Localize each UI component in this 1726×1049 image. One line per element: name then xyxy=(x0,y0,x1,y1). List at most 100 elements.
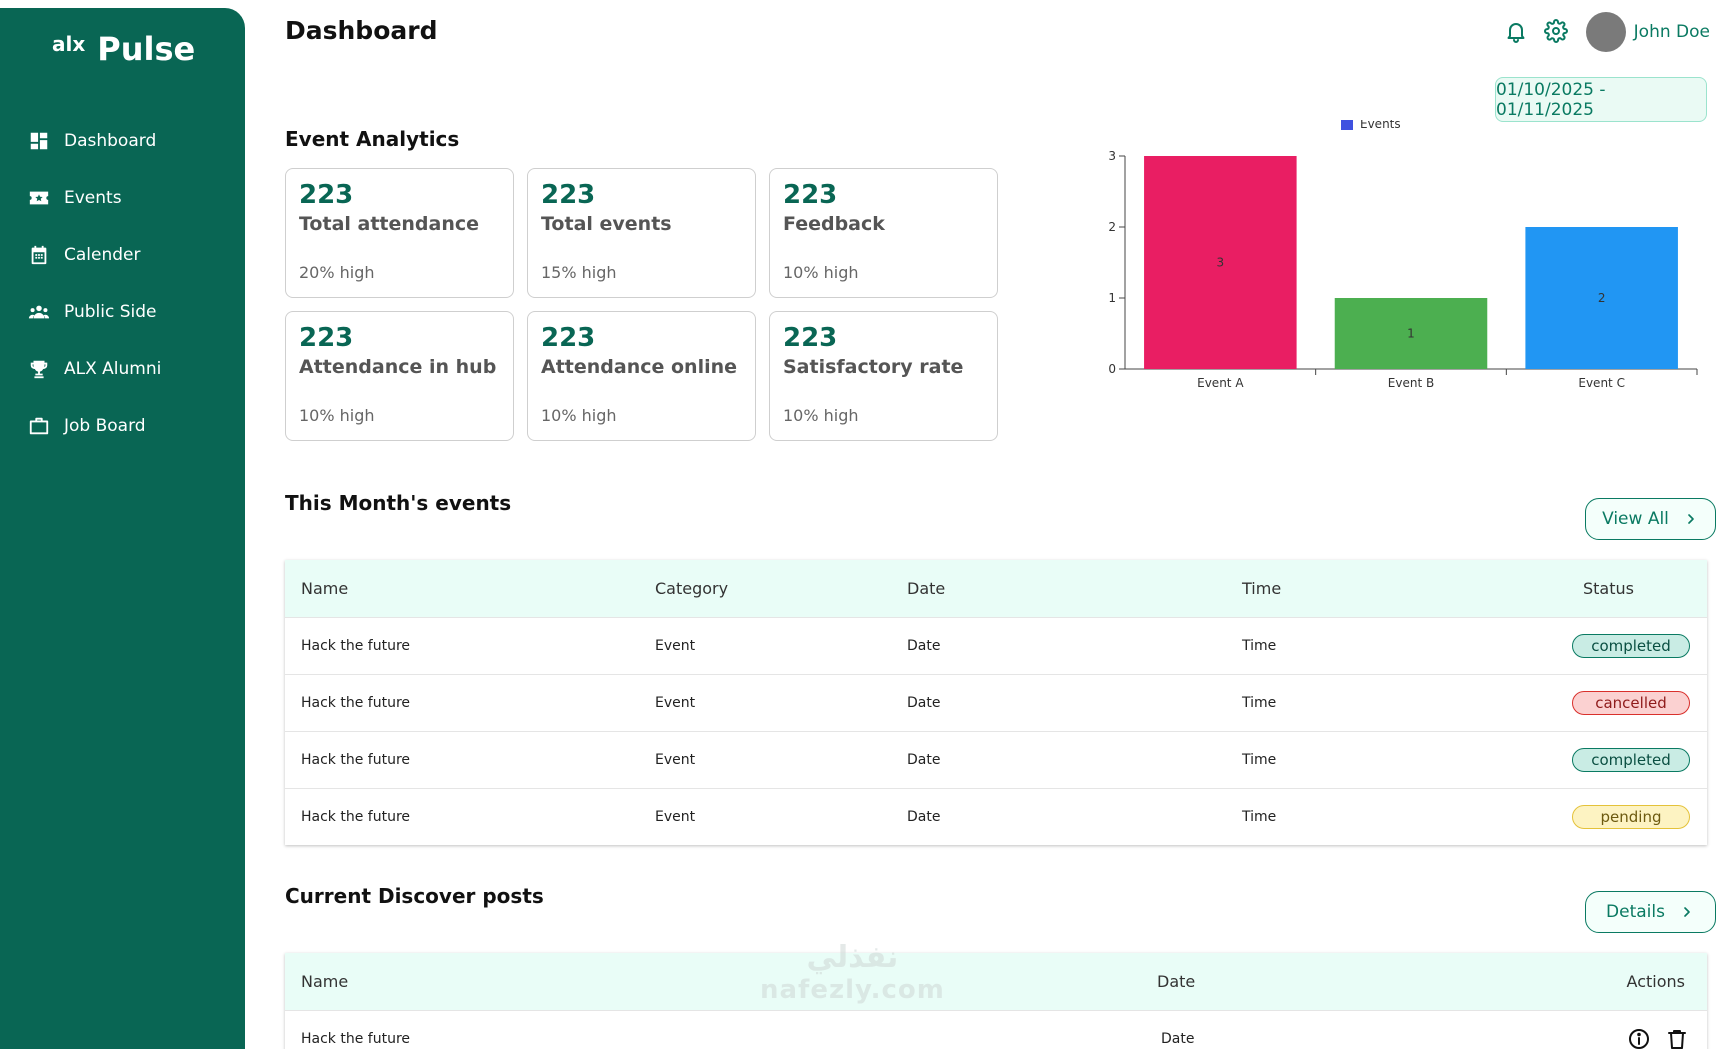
trash-icon[interactable] xyxy=(1665,1027,1689,1049)
bar-event-c xyxy=(1525,227,1678,369)
y-tick-label: 3 xyxy=(1108,149,1116,163)
sidebar-item-calender[interactable]: Calender xyxy=(28,226,161,283)
date-range-picker[interactable]: 01/10/2025 - 01/11/2025 xyxy=(1495,77,1707,122)
people-icon xyxy=(28,301,50,323)
stat-label: Total attendance xyxy=(299,213,480,235)
stat-value: 223 xyxy=(541,180,596,210)
trophy-icon xyxy=(28,358,50,380)
column-header-status[interactable]: Status xyxy=(1583,579,1634,598)
stat-value: 223 xyxy=(783,323,838,353)
y-tick-label: 0 xyxy=(1108,362,1116,376)
column-header-date[interactable]: Date xyxy=(1157,972,1196,991)
stat-label: Attendance in hub xyxy=(299,356,497,378)
details-button[interactable]: Details xyxy=(1585,891,1716,933)
dashboard-icon xyxy=(28,130,50,152)
table-row[interactable]: Hack the future Event Date Time complete… xyxy=(285,731,1707,788)
stat-card-attendance-in-hub: 223 Attendance in hub 10% high xyxy=(285,311,514,441)
bar-data-label: 3 xyxy=(1217,256,1225,270)
status-badge: pending xyxy=(1572,805,1690,829)
avatar[interactable] xyxy=(1585,12,1626,52)
stat-value: 223 xyxy=(541,323,596,353)
x-tick-label: Event A xyxy=(1197,376,1244,390)
legend-label: Events xyxy=(1360,120,1401,131)
gear-icon[interactable] xyxy=(1543,19,1570,45)
table-row[interactable]: Hack the future Event Date Time cancelle… xyxy=(285,674,1707,731)
event-time: Time xyxy=(1242,638,1277,654)
column-header-name[interactable]: Name xyxy=(301,579,349,598)
watermark-arabic: نفذلي xyxy=(806,940,899,975)
stat-trend: 10% high xyxy=(783,406,859,425)
stat-label: Attendance online xyxy=(541,356,738,378)
sidebar-item-public-side[interactable]: Public Side xyxy=(28,283,161,340)
stat-value: 223 xyxy=(299,323,354,353)
stat-trend: 20% high xyxy=(299,263,375,282)
brand-name: Pulse xyxy=(97,30,196,68)
chevron-right-icon xyxy=(1688,514,1694,524)
row-actions xyxy=(1613,1027,1689,1049)
watermark: نفذلي nafezly.com xyxy=(760,940,945,1005)
sidebar-item-label: ALX Alumni xyxy=(64,358,162,379)
column-header-date[interactable]: Date xyxy=(907,579,946,598)
event-date: Date xyxy=(907,809,941,825)
sidebar-nav: Dashboard Events Calender Public Side AL… xyxy=(28,112,161,454)
event-time: Time xyxy=(1242,752,1277,768)
column-header-category[interactable]: Category xyxy=(655,579,729,598)
post-date: Date xyxy=(1161,1031,1195,1047)
events-bar-chart: Events 0 1 2 3 3 Event A 1 Event B 2 Event C xyxy=(1075,117,1705,440)
table-header: Name Category Date Time Status xyxy=(285,560,1707,617)
table-row[interactable]: Hack the future Event Date Time complete… xyxy=(285,617,1707,674)
post-name: Hack the future xyxy=(301,1031,411,1047)
status-badge: cancelled xyxy=(1572,691,1690,715)
event-date: Date xyxy=(907,638,941,654)
stat-trend: 10% high xyxy=(783,263,859,282)
info-icon[interactable] xyxy=(1627,1027,1651,1049)
page-title: Dashboard xyxy=(285,16,438,45)
sidebar-item-alx-alumni[interactable]: ALX Alumni xyxy=(28,340,161,397)
sidebar-item-label: Dashboard xyxy=(64,130,157,151)
event-name: Hack the future xyxy=(301,638,411,654)
bell-icon[interactable] xyxy=(1504,19,1530,45)
bar-event-b xyxy=(1334,298,1488,369)
section-title-discover-posts: Current Discover posts xyxy=(285,884,544,908)
sidebar-item-dashboard[interactable]: Dashboard xyxy=(28,112,161,169)
view-all-button[interactable]: View All xyxy=(1585,498,1716,540)
sidebar-item-job-board[interactable]: Job Board xyxy=(28,397,161,454)
stat-value: 223 xyxy=(783,180,838,210)
event-date: Date xyxy=(907,752,941,768)
sidebar-item-label: Job Board xyxy=(64,415,146,436)
stat-trend: 15% high xyxy=(541,263,617,282)
table-row[interactable]: Hack the future Event Date Time pending xyxy=(285,788,1707,845)
details-label: Details xyxy=(1606,902,1665,922)
calendar-icon xyxy=(28,244,50,266)
table-row[interactable]: Hack the future Date xyxy=(285,1010,1707,1049)
status-badge: completed xyxy=(1572,748,1690,772)
stat-card-attendance-online: 223 Attendance online 10% high xyxy=(527,311,756,441)
sidebar-item-events[interactable]: Events xyxy=(28,169,161,226)
sidebar-item-label: Public Side xyxy=(64,301,157,322)
user-name[interactable]: John Doe xyxy=(1633,22,1710,42)
event-category: Event xyxy=(655,809,696,825)
status-badge: completed xyxy=(1572,634,1690,658)
brand-prefix: alx xyxy=(52,32,86,56)
x-tick-label: Event B xyxy=(1388,376,1434,390)
stat-card-satisfactory-rate: 223 Satisfactory rate 10% high xyxy=(769,311,998,441)
header-actions: John Doe xyxy=(1490,12,1710,52)
ticket-icon xyxy=(28,187,50,209)
column-header-name[interactable]: Name xyxy=(301,972,349,991)
briefcase-icon xyxy=(28,415,50,437)
event-name: Hack the future xyxy=(301,695,411,711)
x-tick-label: Event C xyxy=(1578,376,1625,390)
column-header-time[interactable]: Time xyxy=(1242,579,1282,598)
brand-logo[interactable]: alx Pulse xyxy=(52,30,195,68)
view-all-label: View All xyxy=(1602,509,1669,529)
stat-card-feedback: 223 Feedback 10% high xyxy=(769,168,998,298)
bar-event-a xyxy=(1144,156,1297,369)
event-category: Event xyxy=(655,752,696,768)
y-tick-label: 2 xyxy=(1108,220,1116,234)
stat-label: Feedback xyxy=(783,213,885,235)
legend-swatch xyxy=(1341,118,1353,130)
stat-value: 223 xyxy=(299,180,354,210)
column-header-actions: Actions xyxy=(1626,972,1685,991)
watermark-latin: nafezly.com xyxy=(760,975,945,1005)
event-category: Event xyxy=(655,695,696,711)
